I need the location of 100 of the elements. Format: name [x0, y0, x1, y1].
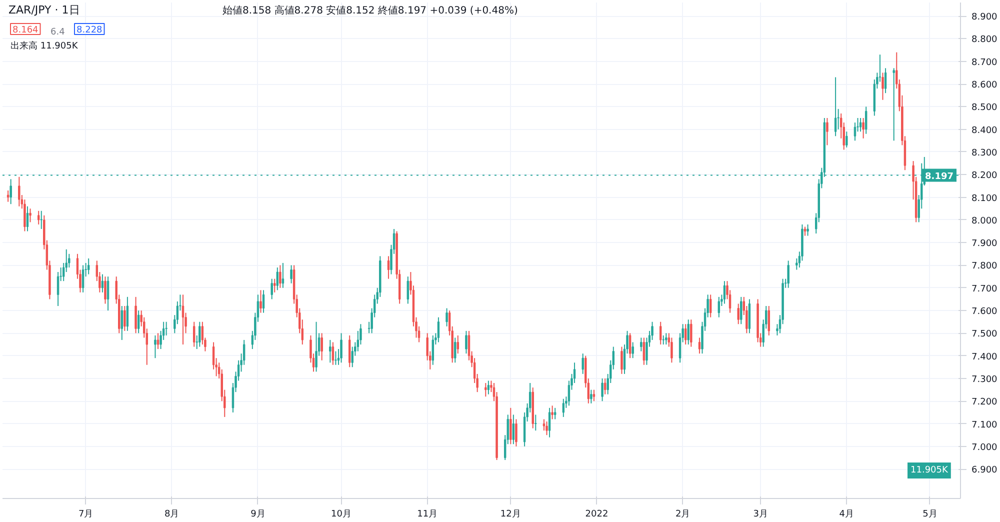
y-tick-label: 8.300: [972, 148, 998, 158]
candlestick: [642, 337, 646, 366]
candlestick: [687, 319, 690, 345]
x-tick-label: 3月: [753, 510, 768, 520]
candlestick: [29, 208, 32, 223]
candlestick: [826, 118, 828, 146]
x-tick-label: 2月: [675, 510, 690, 520]
candlestick: [182, 294, 184, 345]
candlestick: [554, 407, 556, 420]
candlestick: [126, 296, 129, 332]
candlestick: [698, 337, 701, 354]
y-tick-label: 7.400: [972, 352, 998, 362]
candlestick: [670, 337, 673, 364]
candlestick: [282, 262, 284, 288]
candlestick: [604, 378, 606, 395]
candlestick: [620, 346, 623, 374]
y-tick-label: 8.400: [972, 126, 998, 136]
candlestick: [846, 131, 848, 148]
candlestick: [134, 296, 137, 334]
y-tick-label: 7.600: [972, 307, 998, 318]
candlestick: [465, 330, 468, 354]
candlestick: [856, 118, 859, 132]
y-tick-label: 7.900: [972, 239, 998, 250]
candlestick: [320, 332, 323, 361]
candlestick: [548, 407, 551, 438]
candlestick: [124, 305, 126, 332]
candlestick: [854, 122, 856, 142]
candlestick: [690, 319, 692, 348]
candlestick: [884, 68, 887, 94]
candlestick: [740, 296, 742, 325]
candlestick: [156, 332, 160, 350]
candlestick: [456, 334, 460, 354]
x-tick-label: 10月: [331, 510, 352, 520]
candlestick: [804, 226, 806, 236]
candlestick: [562, 398, 565, 418]
y-tick-label: 7.000: [972, 442, 998, 453]
candlestick: [154, 334, 156, 359]
y-tick-label: 7.100: [972, 420, 998, 430]
candlestick: [590, 389, 592, 404]
candlestick: [106, 276, 110, 312]
x-tick-label: 5月: [922, 510, 938, 520]
candlestick: [834, 76, 837, 137]
candlestick: [718, 296, 720, 318]
candlestick: [515, 418, 518, 447]
candlestick: [437, 316, 440, 343]
chart-subtitle: 始値8.158 高値8.278 安値8.152 終値8.197 +0.039 (+0.48%): [222, 4, 518, 16]
candlestick: [340, 332, 342, 364]
annotation: 6.4: [50, 28, 66, 38]
candlestick: [665, 332, 668, 345]
candlestick: [82, 264, 84, 293]
x-tick-label: 2022: [585, 510, 608, 520]
y-tick-label: 7.300: [972, 374, 998, 385]
candlestick: [582, 353, 584, 374]
candlestick: [487, 380, 490, 395]
ref-line-label: 8.197: [925, 172, 954, 182]
candlestick: [6, 190, 10, 202]
candlestick: [315, 321, 318, 372]
candlestick: [446, 308, 448, 327]
candlestick: [334, 350, 337, 366]
candlestick: [787, 260, 790, 288]
y-tick-label: 8.100: [972, 194, 998, 204]
candlestick: [87, 258, 90, 275]
candlestick: [601, 378, 604, 402]
candlestick: [632, 342, 634, 359]
candlestick: [592, 389, 596, 402]
candlestick: [512, 414, 515, 445]
x-tick-label: 11月: [417, 510, 438, 520]
y-tick-label: 8.200: [972, 171, 998, 182]
candlestick: [546, 420, 548, 436]
candlestick: [454, 337, 456, 364]
x-tick-label: 7月: [78, 510, 94, 520]
y-tick-label: 8.700: [972, 58, 998, 68]
y-tick-label: 7.700: [972, 284, 998, 294]
candlestick: [351, 346, 354, 368]
candlestick: [806, 224, 809, 236]
candlestick: [262, 290, 265, 314]
candlestick: [270, 278, 273, 300]
candlestick: [18, 176, 20, 207]
candlestick: [859, 118, 862, 132]
candlestick: [192, 321, 196, 348]
candlestick: [406, 276, 410, 304]
annotation: 8.228: [76, 26, 103, 36]
candlestick: [432, 334, 434, 366]
y-tick-label: 8.000: [972, 216, 998, 226]
candlestick: [290, 264, 292, 284]
candlestick: [709, 294, 712, 318]
candlestick: [862, 118, 864, 139]
x-tick-label: 4月: [839, 510, 854, 520]
candlestick: [737, 303, 740, 325]
y-tick-label: 8.900: [972, 12, 998, 23]
candlestick: [723, 280, 726, 304]
y-tick-label: 8.800: [972, 35, 998, 46]
candlestick: [198, 321, 201, 348]
candlestick: [276, 266, 279, 291]
candlestick: [68, 253, 70, 268]
candlestick: [628, 332, 632, 359]
candlestick: [40, 210, 42, 230]
candlestick: [768, 305, 770, 336]
candlestick: [120, 305, 124, 340]
y-tick-label: 6.900: [972, 466, 998, 476]
